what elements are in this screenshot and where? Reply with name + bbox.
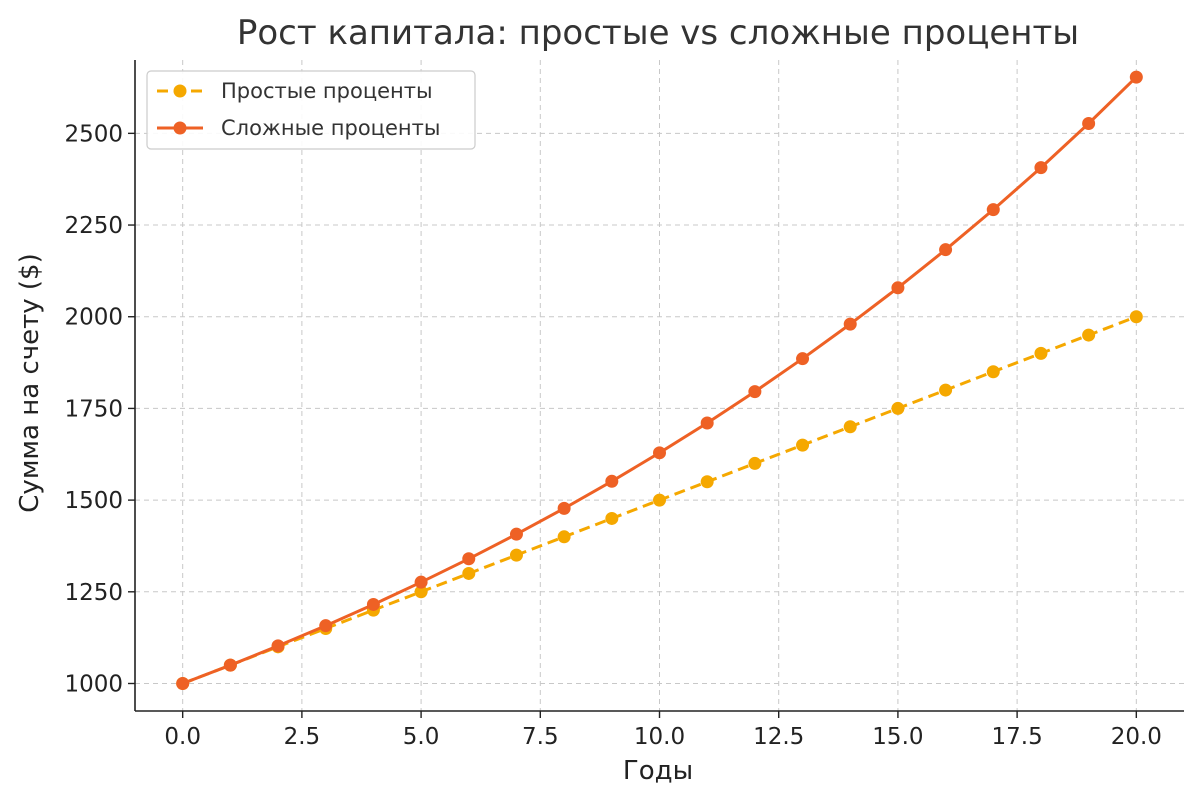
data-point (176, 676, 190, 690)
data-point (653, 446, 666, 460)
x-tick-label: 20.0 (1111, 724, 1162, 750)
data-point (939, 383, 953, 397)
data-point (509, 527, 523, 541)
data-point (653, 493, 666, 507)
x-tick-label: 5.0 (403, 724, 440, 750)
data-point (748, 385, 762, 399)
data-point (319, 619, 333, 633)
y-tick-label: 1000 (64, 671, 123, 697)
x-tick-label: 15.0 (872, 724, 923, 750)
data-point (1034, 161, 1048, 175)
y-tick-label: 2500 (64, 121, 123, 147)
x-tick-label: 12.5 (753, 724, 804, 750)
legend-item: Простые проценты (157, 79, 433, 103)
y-tick-label: 2000 (64, 305, 123, 331)
data-point (843, 420, 857, 434)
x-tick-label: 2.5 (284, 724, 321, 750)
data-point (986, 365, 1000, 379)
data-point (414, 575, 428, 589)
x-tick-label: 0.0 (164, 724, 201, 750)
data-point (748, 456, 762, 470)
data-point (605, 511, 619, 525)
data-point (557, 530, 571, 544)
data-point (1129, 310, 1143, 324)
data-point (1129, 70, 1143, 84)
data-point (462, 552, 476, 566)
data-point (1082, 328, 1096, 342)
data-point (700, 416, 714, 430)
data-point (891, 401, 905, 415)
x-axis-label: Годы (623, 756, 693, 786)
data-point (939, 243, 953, 257)
data-point (700, 475, 714, 489)
data-point (509, 548, 523, 562)
grid (135, 60, 1184, 711)
y-axis-label: Сумма на счету ($) (15, 253, 45, 512)
legend-item: Сложные проценты (157, 116, 440, 140)
data-point (557, 501, 571, 515)
data-point (414, 585, 428, 599)
data-point (986, 203, 1000, 217)
data-point (891, 281, 905, 295)
y-tick-label: 2250 (64, 213, 123, 239)
chart-title: Рост капитала: простые vs сложные процен… (237, 13, 1079, 53)
data-point (843, 317, 857, 331)
data-point (605, 474, 619, 488)
legend-label: Простые проценты (221, 79, 433, 103)
data-point (1082, 116, 1096, 130)
y-tick-label: 1250 (64, 580, 123, 606)
data-point (223, 658, 237, 672)
x-tick-label: 17.5 (992, 724, 1043, 750)
data-point (271, 639, 285, 653)
legend-box (146, 70, 476, 150)
legend-label: Сложные проценты (221, 116, 440, 140)
data-point (796, 438, 810, 452)
axes: 0.0 2.5 5.0 7.5 10.0 12.5 15.0 17.5 20.0 1000 1250… (64, 60, 1184, 750)
y-tick-label: 1500 (64, 488, 123, 514)
x-tick-label: 10.0 (634, 724, 685, 750)
data-point (1034, 346, 1048, 360)
data-point (462, 566, 476, 580)
series-layer (176, 70, 1143, 690)
data-point (366, 597, 380, 611)
legend: Простые проценты Сложные проценты (146, 70, 476, 150)
legend-marker (173, 84, 187, 98)
series-2 (176, 70, 1143, 690)
legend-marker (173, 121, 187, 135)
data-point (796, 352, 810, 366)
x-tick-label: 7.5 (522, 724, 559, 750)
y-tick-label: 1750 (64, 396, 123, 422)
